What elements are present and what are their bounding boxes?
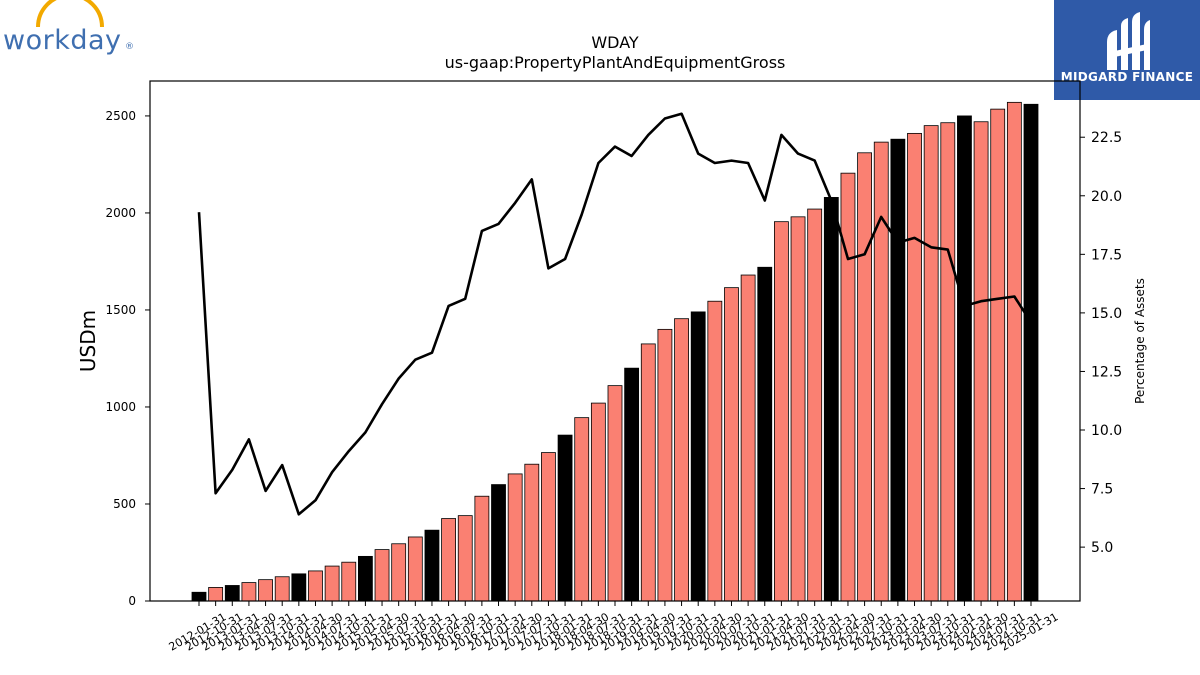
bar-2024-04-30 <box>973 121 989 602</box>
x-axis-ticks: 2012-01-312012-10-312013-01-312013-04-30… <box>167 601 1061 654</box>
y-tick-label: 1500 <box>105 303 136 317</box>
workday-arc-icon <box>36 0 104 28</box>
bar-2018-10-31 <box>607 385 623 602</box>
bar-2021-01-31 <box>757 266 773 602</box>
bar-2022-01-31 <box>823 197 839 602</box>
bar-2024-10-31 <box>1006 101 1022 602</box>
bar-2020-04-30 <box>707 300 723 602</box>
bar-2021-04-30 <box>774 221 789 602</box>
bar-2015-10-31 <box>407 536 423 602</box>
bar-2025-01-31 <box>1023 103 1039 602</box>
bar-2018-01-31 <box>557 434 573 602</box>
y-axis-ticks: 0 500 1000 1500 2000 2500 <box>105 109 150 608</box>
bar-2015-01-31 <box>357 555 373 602</box>
midgard-finance-logo: MIDGARD FINANCE <box>1054 0 1200 100</box>
y2-tick-label: 22.5 <box>1091 130 1122 146</box>
bar-2022-07-31 <box>857 152 872 602</box>
bar-2020-07-31 <box>724 287 739 602</box>
bar-2016-10-31 <box>474 495 490 602</box>
bar-2013-01-31 <box>224 585 240 602</box>
bar-2017-04-30 <box>507 473 523 602</box>
line-series <box>197 112 1033 516</box>
bar-2014-10-31 <box>341 561 357 602</box>
bar-2017-07-31 <box>524 463 540 602</box>
bar-2014-01-31 <box>291 573 307 602</box>
midgard-logo-text: MIDGARD FINANCE <box>1061 70 1193 84</box>
y2-tick-label: 12.5 <box>1091 364 1122 380</box>
chart-subtitle: us-gaap:PropertyPlantAndEquipmentGross <box>445 53 786 72</box>
bar-2019-01-31 <box>624 367 640 602</box>
workday-registered-mark: ® <box>125 42 134 52</box>
bar-2014-07-31 <box>324 565 340 602</box>
bar-2023-10-31 <box>940 122 956 602</box>
y-tick-label: 0 <box>128 594 136 608</box>
bar-2014-04-30 <box>308 570 323 602</box>
bar-2016-07-31 <box>457 515 473 602</box>
bar-2012-01-31 <box>191 591 207 602</box>
bar-2023-04-30 <box>907 132 922 602</box>
workday-logo-text: workday <box>3 25 122 56</box>
bar-2023-01-31 <box>890 138 906 602</box>
bar-2019-07-31 <box>657 328 673 602</box>
bar-2021-07-31 <box>790 216 806 602</box>
y2-tick-label: 10.0 <box>1091 423 1122 439</box>
bar-2013-10-31 <box>274 576 290 602</box>
bar-series <box>191 101 1039 602</box>
plot-frame <box>149 80 1081 602</box>
bar-2016-04-30 <box>441 518 457 602</box>
y2-axis-ticks: 5.0 7.5 10.0 12.5 15.0 17.5 20.0 22.5 <box>1080 130 1122 556</box>
y-tick-label: 2500 <box>105 109 136 123</box>
bar-2017-10-31 <box>541 452 556 602</box>
bar-2019-04-30 <box>640 343 656 602</box>
percentage-of-assets-line <box>197 112 1033 516</box>
bar-2019-10-31 <box>674 318 689 602</box>
y2-tick-label: 5.0 <box>1091 540 1113 556</box>
bar-2017-01-31 <box>491 484 506 602</box>
y-axis-label: USDm <box>76 310 100 372</box>
y2-tick-label: 17.5 <box>1091 247 1122 263</box>
y-tick-label: 500 <box>113 497 136 511</box>
y-tick-label: 1000 <box>105 400 136 414</box>
bar-2018-07-31 <box>590 402 606 602</box>
y2-tick-label: 7.5 <box>1091 482 1113 498</box>
bar-2016-01-31 <box>424 529 440 602</box>
bar-2013-04-30 <box>241 582 257 602</box>
y2-axis-label: Percentage of Assets <box>1133 278 1147 404</box>
bar-2021-10-31 <box>807 208 823 602</box>
bar-2020-10-31 <box>740 274 756 602</box>
bar-2012-10-31 <box>208 587 224 602</box>
midgard-emblem-icon <box>1107 12 1150 70</box>
bar-2022-10-31 <box>873 141 889 602</box>
y2-tick-label: 20.0 <box>1091 189 1122 205</box>
bar-2024-01-31 <box>957 115 972 602</box>
y-tick-label: 2000 <box>105 206 136 220</box>
bar-2015-04-30 <box>374 549 390 602</box>
workday-logo: workday ® <box>3 0 134 56</box>
y2-tick-label: 15.0 <box>1091 306 1122 322</box>
bar-2023-07-31 <box>923 125 939 602</box>
chart-title: WDAY <box>591 33 639 52</box>
bar-2018-04-30 <box>574 417 590 602</box>
bar-2024-07-31 <box>990 108 1006 602</box>
bar-2020-01-31 <box>690 311 706 602</box>
bar-2015-07-31 <box>391 543 407 602</box>
bar-2013-07-31 <box>258 579 273 602</box>
